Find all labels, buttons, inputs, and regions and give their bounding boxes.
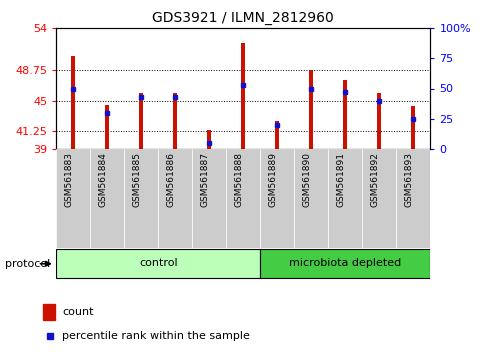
Bar: [105, 104, 109, 149]
Text: GSM561888: GSM561888: [234, 152, 243, 207]
Text: GSM561883: GSM561883: [64, 152, 73, 207]
FancyBboxPatch shape: [226, 149, 260, 248]
Text: count: count: [62, 307, 93, 317]
Text: GSM561890: GSM561890: [302, 152, 311, 207]
FancyBboxPatch shape: [362, 149, 395, 248]
Text: GSM561885: GSM561885: [132, 152, 141, 207]
Bar: [139, 92, 143, 149]
Bar: [173, 92, 177, 149]
Text: GSM561891: GSM561891: [336, 152, 345, 207]
Bar: [308, 70, 313, 149]
Text: control: control: [139, 258, 177, 268]
FancyBboxPatch shape: [395, 149, 429, 248]
Text: GSM561886: GSM561886: [166, 152, 175, 207]
Text: GSM561887: GSM561887: [200, 152, 209, 207]
FancyBboxPatch shape: [192, 149, 226, 248]
Bar: [410, 106, 414, 149]
FancyBboxPatch shape: [56, 149, 90, 248]
Title: GDS3921 / ILMN_2812960: GDS3921 / ILMN_2812960: [152, 11, 333, 24]
FancyBboxPatch shape: [124, 149, 158, 248]
FancyBboxPatch shape: [56, 249, 260, 278]
Bar: [43, 304, 55, 320]
FancyBboxPatch shape: [327, 149, 362, 248]
Text: GSM561893: GSM561893: [404, 152, 412, 207]
Text: microbiota depleted: microbiota depleted: [288, 258, 401, 268]
Bar: [377, 92, 381, 149]
Text: GSM561892: GSM561892: [369, 152, 379, 206]
Bar: [275, 121, 279, 149]
Bar: [343, 80, 346, 149]
Bar: [241, 43, 245, 149]
FancyBboxPatch shape: [294, 149, 327, 248]
FancyBboxPatch shape: [158, 149, 192, 248]
Bar: [207, 130, 211, 149]
Text: GSM561889: GSM561889: [268, 152, 277, 207]
FancyBboxPatch shape: [260, 249, 429, 278]
Bar: [71, 56, 75, 149]
Text: protocol: protocol: [5, 259, 50, 269]
Text: GSM561884: GSM561884: [98, 152, 107, 206]
FancyBboxPatch shape: [260, 149, 294, 248]
Text: percentile rank within the sample: percentile rank within the sample: [62, 331, 249, 341]
FancyBboxPatch shape: [90, 149, 124, 248]
